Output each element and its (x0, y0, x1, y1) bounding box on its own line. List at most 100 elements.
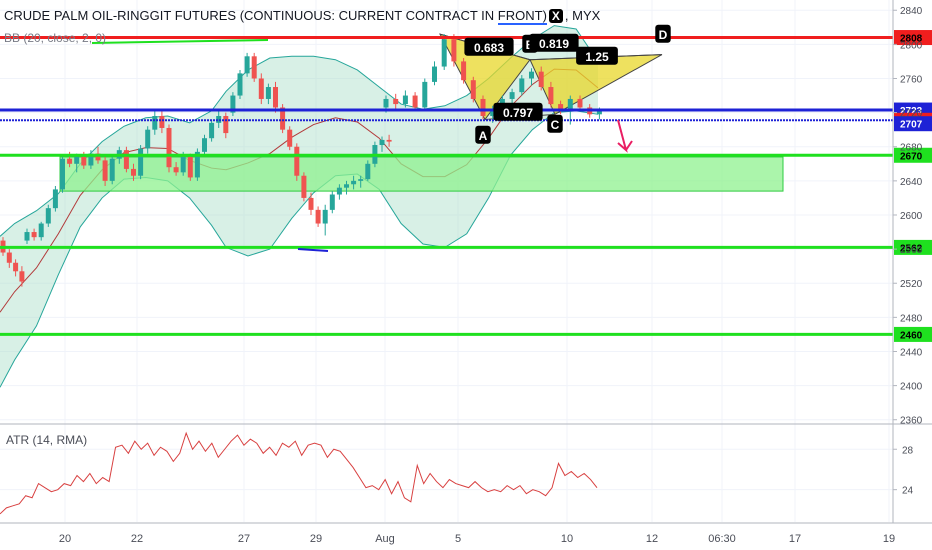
candle (60, 155, 65, 193)
bb-fill (0, 25, 598, 388)
candle (209, 119, 215, 142)
candle-body (451, 39, 457, 62)
candle (287, 126, 293, 151)
candle-body (24, 232, 30, 241)
candle-body (280, 107, 286, 130)
candle (223, 112, 229, 139)
candle-body (441, 39, 447, 67)
candle (123, 146, 129, 173)
candle-body (145, 129, 151, 149)
y-tick-label: 2400 (900, 382, 923, 393)
candle-body (351, 180, 357, 185)
candle-body (194, 151, 200, 178)
candle-body (329, 194, 335, 210)
candle-body (131, 168, 136, 176)
title-text-front: FRONT) (497, 8, 547, 25)
x-tick-label: 19 (883, 533, 895, 545)
candle-body (102, 160, 108, 181)
candle-body (567, 98, 573, 111)
candle (265, 83, 271, 105)
candle-body (265, 87, 271, 99)
ratio-label-xad: 0.797 (503, 106, 533, 120)
chart-legend-title[interactable]: CRUDE PALM OIL-RINGGIT FUTURES (CONTINUO… (4, 8, 600, 25)
candle (19, 266, 25, 287)
bb-indicator-legend[interactable]: BB (20, close, 2, 0) (4, 31, 107, 45)
candle (322, 204, 328, 236)
candle (519, 75, 525, 96)
candle (31, 228, 37, 241)
level-tag-label: 2670 (900, 151, 923, 162)
candle (187, 153, 193, 181)
candle-body (344, 184, 349, 188)
candle-body (402, 95, 408, 105)
candle (461, 58, 467, 84)
candle-body (461, 61, 467, 81)
candle (244, 52, 250, 77)
candle (138, 145, 144, 180)
ratio-label-bcd: 1.25 (585, 50, 609, 64)
candle (315, 206, 321, 227)
candle-body (301, 175, 307, 198)
candle-body (202, 138, 207, 152)
ratio-label-xad-bg (493, 102, 543, 121)
atr-pane: 28 24 (0, 423, 932, 515)
candle-body (173, 167, 179, 173)
y-tick-label: 2720 (900, 109, 923, 120)
candle-body (166, 127, 172, 168)
candle (38, 221, 44, 241)
x-tick-label: 29 (310, 533, 322, 545)
candle-body (386, 139, 392, 142)
candle-body (287, 129, 293, 147)
candle (358, 175, 364, 188)
candle (166, 124, 172, 173)
candle-body (13, 262, 19, 272)
candle-body (45, 208, 51, 224)
candle (237, 69, 243, 99)
candle-body (159, 116, 165, 128)
candle-body (577, 98, 583, 108)
x-tick-label: 06:30 (708, 533, 736, 545)
level-tag-2707 (894, 116, 932, 132)
candle (216, 110, 222, 128)
candle (412, 92, 418, 111)
candle (432, 61, 437, 86)
candle-body (422, 81, 428, 108)
candle-body (490, 109, 496, 117)
candle-body (244, 56, 250, 74)
candle-body (52, 189, 58, 209)
candle-body (230, 95, 236, 113)
y-tick-label: 2640 (900, 177, 923, 188)
candle-body (529, 71, 534, 79)
candle-body (558, 104, 564, 111)
ratio-label-xab-bg (464, 37, 514, 56)
candle-body (74, 156, 80, 164)
candle (301, 172, 307, 202)
candle (194, 148, 200, 181)
candle-body (223, 116, 229, 134)
candle (109, 155, 115, 185)
candle (480, 95, 486, 120)
candle (280, 104, 286, 134)
candle (294, 143, 300, 181)
horizontal-levels[interactable]: 2808272327112707267025622460 (0, 30, 932, 342)
level-tag-label: 2460 (900, 330, 923, 341)
candle-body (322, 209, 328, 224)
candle (273, 81, 278, 113)
candle-body (480, 98, 486, 117)
atr-indicator-legend[interactable]: ATR (14, RMA) (6, 433, 88, 447)
y-tick-label: 2840 (900, 6, 923, 17)
y-tick-label: 2360 (900, 416, 923, 427)
candle (538, 66, 544, 91)
candle-body (308, 197, 314, 210)
candle-body (383, 98, 389, 108)
candle (251, 52, 257, 82)
candle-body (258, 78, 264, 99)
level-tag-label: 2808 (900, 34, 923, 45)
x-tick-label: 20 (59, 533, 71, 545)
candle-body (237, 73, 243, 96)
y-tick-label: 2680 (900, 143, 923, 154)
candle (13, 259, 19, 277)
